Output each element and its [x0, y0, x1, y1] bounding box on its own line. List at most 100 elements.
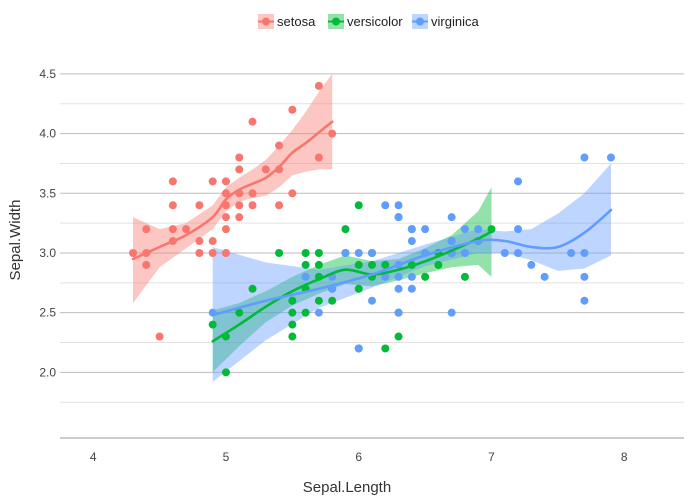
virginica-point [474, 225, 483, 234]
y-tick-labels: 2.0 2.5 3.0 3.5 4.0 4.5 [39, 67, 56, 379]
setosa-point [235, 201, 244, 210]
virginica-point [540, 272, 549, 281]
versicolor-smooth-line [211, 230, 493, 343]
setosa-point [195, 201, 204, 210]
legend-marker [332, 17, 340, 26]
virginica-point [606, 153, 615, 162]
virginica-point [580, 153, 589, 162]
legend-item-setosa[interactable]: setosa [258, 14, 316, 29]
setosa-point [235, 153, 244, 162]
setosa-point [168, 201, 177, 210]
virginica-point [407, 225, 416, 234]
versicolor-point [301, 260, 310, 269]
setosa-point [221, 225, 230, 234]
setosa-point [261, 165, 270, 174]
virginica-point [447, 237, 456, 246]
setosa-point [195, 248, 204, 257]
x-tick-label: 8 [621, 450, 628, 464]
versicolor-point [221, 368, 230, 377]
virginica-point [407, 284, 416, 293]
versicolor-point [421, 272, 430, 281]
setosa-point [314, 153, 323, 162]
virginica-point [368, 296, 376, 305]
setosa-point [221, 248, 230, 257]
legend-label: virginica [431, 14, 479, 29]
setosa-point [142, 260, 151, 269]
versicolor-point [354, 201, 363, 210]
y-tick-label: 3.0 [39, 246, 56, 260]
setosa-point [195, 237, 204, 246]
virginica-point [354, 344, 363, 353]
setosa-point [221, 189, 230, 198]
legend-item-virginica[interactable]: virginica [412, 14, 479, 29]
versicolor-point [235, 308, 244, 317]
virginica-point [567, 248, 576, 257]
y-axis-title: Sepal.Width [7, 200, 24, 281]
y-tick-label: 2.0 [39, 365, 56, 379]
setosa-point [221, 213, 230, 222]
legend-marker [416, 17, 424, 26]
y-tick-label: 3.5 [39, 186, 56, 200]
versicolor-point [208, 320, 217, 329]
virginica-smooth-line [211, 208, 613, 317]
versicolor-point [288, 332, 297, 341]
versicolor-point [314, 296, 323, 305]
versicolor-point [368, 260, 376, 269]
setosa-point [288, 189, 297, 198]
versicolor-point [328, 296, 337, 305]
legend-label: versicolor [347, 14, 403, 29]
setosa-point [208, 177, 217, 186]
versicolor-point [460, 272, 469, 281]
virginica-point [381, 272, 390, 281]
setosa-point [288, 105, 297, 114]
virginica-point [314, 308, 323, 317]
setosa-confidence-band [133, 73, 333, 304]
virginica-point [514, 177, 523, 186]
virginica-point [407, 272, 416, 281]
y-tick-label: 2.5 [39, 306, 56, 320]
virginica-point [500, 248, 509, 257]
virginica-point [341, 248, 350, 257]
setosa-point [248, 117, 257, 126]
setosa-point [275, 201, 284, 210]
legend[interactable]: setosa versicolor virginica [258, 14, 479, 29]
x-tick-labels: 4 5 6 7 8 [90, 450, 628, 464]
setosa-point [221, 177, 230, 186]
setosa-point [235, 165, 244, 174]
versicolor-point [487, 225, 496, 234]
virginica-point [580, 272, 589, 281]
versicolor-point [434, 260, 443, 269]
smooth-lines [131, 120, 613, 343]
virginica-point [514, 225, 523, 234]
versicolor-point [314, 260, 323, 269]
virginica-point [580, 248, 589, 257]
virginica-point [394, 213, 403, 222]
data-points [129, 81, 615, 377]
setosa-point [248, 201, 257, 210]
versicolor-point [314, 248, 323, 257]
virginica-point [447, 213, 456, 222]
setosa-point [168, 177, 177, 186]
virginica-point [407, 237, 416, 246]
virginica-point [301, 272, 310, 281]
x-tick-label: 7 [488, 450, 495, 464]
virginica-point [514, 248, 523, 257]
versicolor-point [301, 248, 310, 257]
y-tick-label: 4.0 [39, 127, 56, 141]
setosa-point [208, 237, 217, 246]
versicolor-point [354, 284, 363, 293]
gridlines [60, 73, 684, 403]
versicolor-point [394, 332, 403, 341]
versicolor-point [341, 225, 350, 234]
virginica-point [394, 284, 403, 293]
versicolor-point [248, 284, 257, 293]
virginica-point [368, 248, 376, 257]
virginica-point [580, 296, 589, 305]
setosa-point [275, 141, 284, 150]
versicolor-point [288, 320, 297, 329]
legend-label: setosa [277, 14, 316, 29]
virginica-point [394, 308, 403, 317]
legend-item-versicolor[interactable]: versicolor [328, 14, 403, 29]
versicolor-point [381, 260, 390, 269]
